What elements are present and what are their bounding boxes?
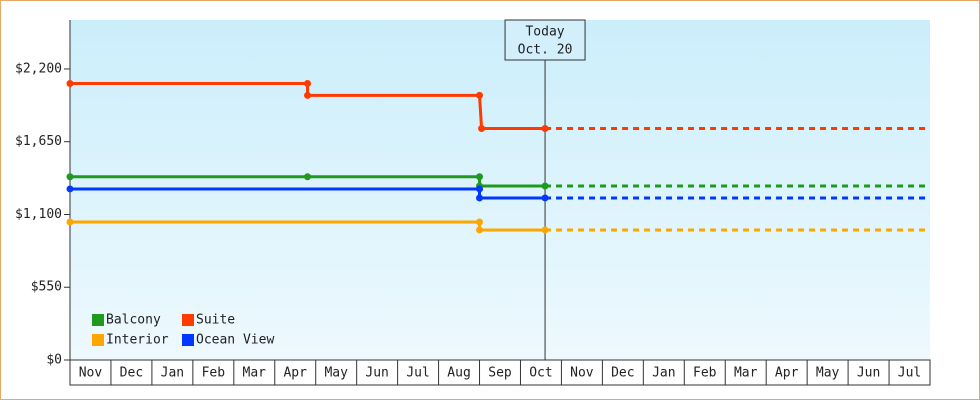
price-point [304,80,312,88]
y-tick-label: $2,200 [15,61,62,76]
price-point [66,185,74,193]
price-point [541,124,549,132]
x-tick-label: Oct [529,366,552,381]
price-point [476,185,484,193]
month-row [69,359,931,386]
y-tick-label: $0 [46,353,62,368]
price-point [476,218,484,226]
price-point [66,218,74,226]
x-tick-label: Aug [447,366,470,381]
x-tick-label: May [816,366,840,381]
x-tick-label: Jul [898,366,921,381]
x-tick-label: Mar [243,366,267,381]
price-line [70,187,546,200]
price-point [541,226,549,234]
today-box [504,19,586,61]
price-point [476,91,484,99]
today-label: Today [525,25,564,40]
price-point [541,182,549,190]
x-tick-label: Mar [734,366,758,381]
legend-swatch [182,334,194,346]
y-tick-label: $1,650 [15,134,62,149]
x-tick-label: Nov [79,366,103,381]
x-tick-label: Nov [570,366,594,381]
x-tick-label: Dec [611,366,634,381]
y-tick-label: $550 [31,280,62,295]
x-tick-label: Dec [120,366,143,381]
price-point [476,226,484,234]
legend-swatch [92,334,104,346]
x-tick-label: Apr [775,366,799,381]
y-tick-label: $1,100 [15,207,62,222]
legend-swatch [92,314,104,326]
price-point [304,173,312,181]
price-point [476,194,484,202]
today-label: Oct. 20 [518,43,573,58]
price-point [541,194,549,202]
x-tick-label: Apr [283,366,307,381]
price-line [70,220,546,232]
price-point [476,173,484,181]
x-tick-label: Jun [857,366,880,381]
legend-label: Suite [196,313,235,328]
x-tick-label: Jun [365,366,388,381]
x-tick-label: Feb [202,366,226,381]
legend-swatch [182,314,194,326]
price-point [66,173,74,181]
price-point [478,124,486,132]
price-point [66,80,74,88]
x-tick-label: Jan [161,366,184,381]
price-point [304,91,312,99]
x-tick-label: Sep [488,366,512,381]
x-tick-label: Jul [406,366,429,381]
price-line [70,82,546,130]
x-tick-label: May [324,366,348,381]
legend-label: Interior [106,333,169,348]
x-tick-label: Jan [652,366,675,381]
x-tick-label: Feb [693,366,717,381]
legend-label: Balcony [106,313,161,328]
legend-label: Ocean View [196,333,274,348]
